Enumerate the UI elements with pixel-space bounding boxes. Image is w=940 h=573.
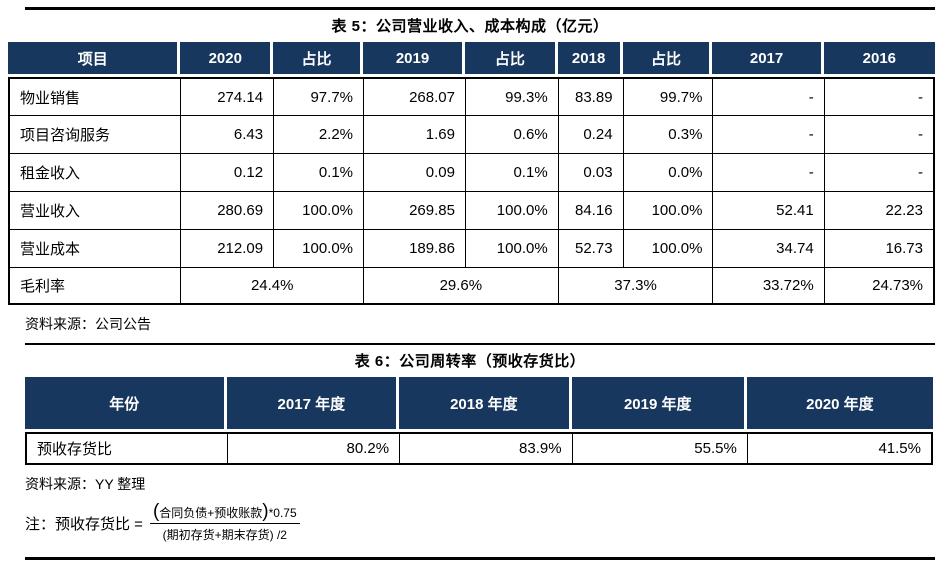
cell-value: 0.1%: [464, 153, 558, 191]
cell-value: 268.07: [363, 77, 465, 115]
row-label: 营业收入: [8, 191, 181, 229]
table6-header-2018: 2018 年度: [399, 377, 572, 432]
cell-value: 41.5%: [746, 432, 933, 465]
cell-value: 34.74: [712, 229, 824, 267]
cell-value-merged: 24.4%: [180, 267, 364, 305]
cell-value: 52.73: [557, 229, 623, 267]
table-row-ratio: 预收存货比 80.2% 83.9% 55.5% 41.5%: [25, 432, 933, 465]
formula-fraction: ( 合同负债+预收账款 ) *0.75 (期初存货+期末存货) /2: [149, 501, 300, 543]
table-row-gross-margin: 毛利率 24.4% 29.6% 37.3% 33.72% 24.73%: [8, 267, 935, 305]
cell-value: 100.0%: [273, 191, 364, 229]
bottom-rule: [25, 557, 935, 560]
cell-value: -: [712, 115, 824, 153]
table-row-revenue: 营业收入 280.69 100.0% 269.85 100.0% 84.16 1…: [8, 191, 935, 229]
row-label: 毛利率: [8, 267, 181, 305]
table5-header-2019: 2019: [363, 42, 465, 77]
cell-value-merged: 29.6%: [363, 267, 558, 305]
cell-value: 269.85: [363, 191, 465, 229]
cell-value: 33.72%: [712, 267, 824, 305]
table5-header-2017: 2017: [712, 42, 824, 77]
table6: 年份 2017 年度 2018 年度 2019 年度 2020 年度 预收存货比…: [25, 377, 933, 465]
table6-header-2020: 2020 年度: [746, 377, 933, 432]
cell-value: 1.69: [363, 115, 465, 153]
cell-value: -: [823, 77, 935, 115]
row-label: 营业成本: [8, 229, 181, 267]
table5-header-row: 项目 2020 占比 2019 占比 2018 占比 2017 2016: [8, 42, 935, 77]
table5-header-share-2018: 占比: [622, 42, 713, 77]
table5-header-item: 项目: [8, 42, 181, 77]
cell-value: 0.24: [557, 115, 623, 153]
table5-header-share-2019: 占比: [464, 42, 558, 77]
cell-value: 0.3%: [622, 115, 713, 153]
cell-value: 80.2%: [226, 432, 400, 465]
cell-value: 84.16: [557, 191, 623, 229]
table6-source: 资料来源：YY 整理: [25, 476, 146, 492]
cell-value: 0.6%: [464, 115, 558, 153]
cell-value: -: [823, 115, 935, 153]
table5-header-share-2020: 占比: [273, 42, 364, 77]
cell-value: 83.89: [557, 77, 623, 115]
cell-value: 189.86: [363, 229, 465, 267]
cell-value: 0.03: [557, 153, 623, 191]
numerator-factor: *0.75: [268, 505, 297, 520]
cell-value: 2.2%: [273, 115, 364, 153]
row-label: 租金收入: [8, 153, 181, 191]
formula-numerator: ( 合同负债+预收账款 ) *0.75: [149, 501, 300, 524]
cell-value: 100.0%: [622, 191, 713, 229]
table6-header-2019: 2019 年度: [571, 377, 747, 432]
table5-source: 资料来源：公司公告: [25, 316, 151, 332]
cell-value: 6.43: [180, 115, 274, 153]
table6-header-year: 年份: [25, 377, 227, 432]
table-row-rental: 租金收入 0.12 0.1% 0.09 0.1% 0.03 0.0% - -: [8, 153, 935, 191]
cell-value: 83.9%: [399, 432, 572, 465]
table5-title: 表 5：公司营业收入、成本构成（亿元）: [331, 18, 609, 35]
cell-value: 100.0%: [464, 229, 558, 267]
table6-header-2017: 2017 年度: [226, 377, 400, 432]
cell-value: -: [712, 153, 824, 191]
cell-value: 100.0%: [622, 229, 713, 267]
table5-header-2016: 2016: [823, 42, 935, 77]
table-row-consulting: 项目咨询服务 6.43 2.2% 1.69 0.6% 0.24 0.3% - -: [8, 115, 935, 153]
numerator-text: 合同负债+预收账款: [159, 506, 263, 520]
table5: 项目 2020 占比 2019 占比 2018 占比 2017 2016 物业销…: [8, 42, 935, 305]
formula-lead: 注：预收存货比 =: [25, 515, 143, 533]
cell-value: 280.69: [180, 191, 274, 229]
cell-value: 212.09: [180, 229, 274, 267]
cell-value: 100.0%: [273, 229, 364, 267]
row-label: 物业销售: [8, 77, 181, 115]
cell-value: 22.23: [823, 191, 935, 229]
row-label: 预收存货比: [25, 432, 227, 465]
cell-value: -: [823, 153, 935, 191]
table-row-cost: 营业成本 212.09 100.0% 189.86 100.0% 52.73 1…: [8, 229, 935, 267]
cell-value: -: [712, 77, 824, 115]
table6-header-row: 年份 2017 年度 2018 年度 2019 年度 2020 年度: [25, 377, 933, 432]
cell-value: 0.1%: [273, 153, 364, 191]
cell-value: 55.5%: [571, 432, 747, 465]
cell-value: 0.0%: [622, 153, 713, 191]
cell-value: 100.0%: [464, 191, 558, 229]
cell-value: 97.7%: [273, 77, 364, 115]
table5-header-2020: 2020: [180, 42, 274, 77]
paren-open: (: [152, 501, 160, 522]
cell-value: 52.41: [712, 191, 824, 229]
table-row-property-sales: 物业销售 274.14 97.7% 268.07 99.3% 83.89 99.…: [8, 77, 935, 115]
cell-value: 99.3%: [464, 77, 558, 115]
row-label: 项目咨询服务: [8, 115, 181, 153]
cell-value: 0.12: [180, 153, 274, 191]
table6-title: 表 6：公司周转率（预收存货比）: [354, 353, 586, 370]
cell-value-merged: 37.3%: [557, 267, 713, 305]
cell-value: 24.73%: [823, 267, 935, 305]
cell-value: 16.73: [823, 229, 935, 267]
cell-value: 99.7%: [622, 77, 713, 115]
table5-header-2018: 2018: [557, 42, 623, 77]
paren-close: ): [262, 501, 269, 522]
cell-value: 0.09: [363, 153, 465, 191]
top-rule: [25, 7, 935, 10]
cell-value: 274.14: [180, 77, 274, 115]
formula-denominator: (期初存货+期末存货) /2: [162, 528, 287, 542]
formula-note: 注：预收存货比 = ( 合同负债+预收账款 ) *0.75 (期初存货+期末存货…: [25, 501, 940, 543]
divider-rule: [25, 343, 935, 345]
